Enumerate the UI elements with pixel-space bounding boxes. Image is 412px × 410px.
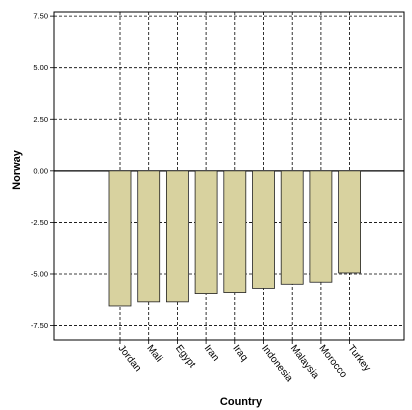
axes bbox=[50, 11, 405, 344]
y-tick-label: 2.50 bbox=[33, 115, 48, 124]
x-tick-label: Turkey bbox=[345, 343, 372, 374]
bar-indonesia bbox=[252, 170, 275, 289]
plot-frame bbox=[53, 11, 405, 341]
x-tick-label: Jordan bbox=[116, 343, 143, 374]
x-tick-labels: Jordan Mali Egypt Iran Iraq IndonesiaMalaysia… bbox=[116, 343, 373, 384]
bar-iran bbox=[194, 170, 218, 294]
y-tick-label: 7.50 bbox=[33, 12, 48, 21]
bar-iraq bbox=[223, 170, 247, 293]
bar-jordan bbox=[108, 170, 132, 307]
x-tick-label: Mali bbox=[144, 343, 164, 364]
bar-mali bbox=[137, 170, 161, 303]
bars bbox=[108, 170, 362, 307]
bar-egypt bbox=[165, 170, 189, 303]
x-tick-label: Egypt bbox=[173, 343, 198, 370]
bar-malaysia bbox=[280, 170, 304, 285]
y-tick-label: 5.00 bbox=[33, 63, 48, 72]
y-tick-label: -2.50 bbox=[31, 218, 48, 227]
y-tick-label: -7.50 bbox=[31, 321, 48, 330]
y-tick-label: 0.00 bbox=[33, 166, 48, 175]
y-tick-label: -5.00 bbox=[31, 269, 48, 278]
x-tick-label: Iraq bbox=[230, 343, 249, 363]
x-tick-label: Iran bbox=[202, 343, 221, 363]
x-tick-label: Morocco bbox=[317, 343, 350, 380]
bar-turkey bbox=[338, 170, 362, 274]
x-axis-title: Country bbox=[220, 396, 263, 408]
y-tick-labels: 7.50 5.00 2.50 0.00 -2.50 -5.00 -7.50 bbox=[31, 12, 48, 330]
bar-morocco bbox=[309, 170, 333, 283]
y-axis-title: Norway bbox=[11, 149, 23, 190]
